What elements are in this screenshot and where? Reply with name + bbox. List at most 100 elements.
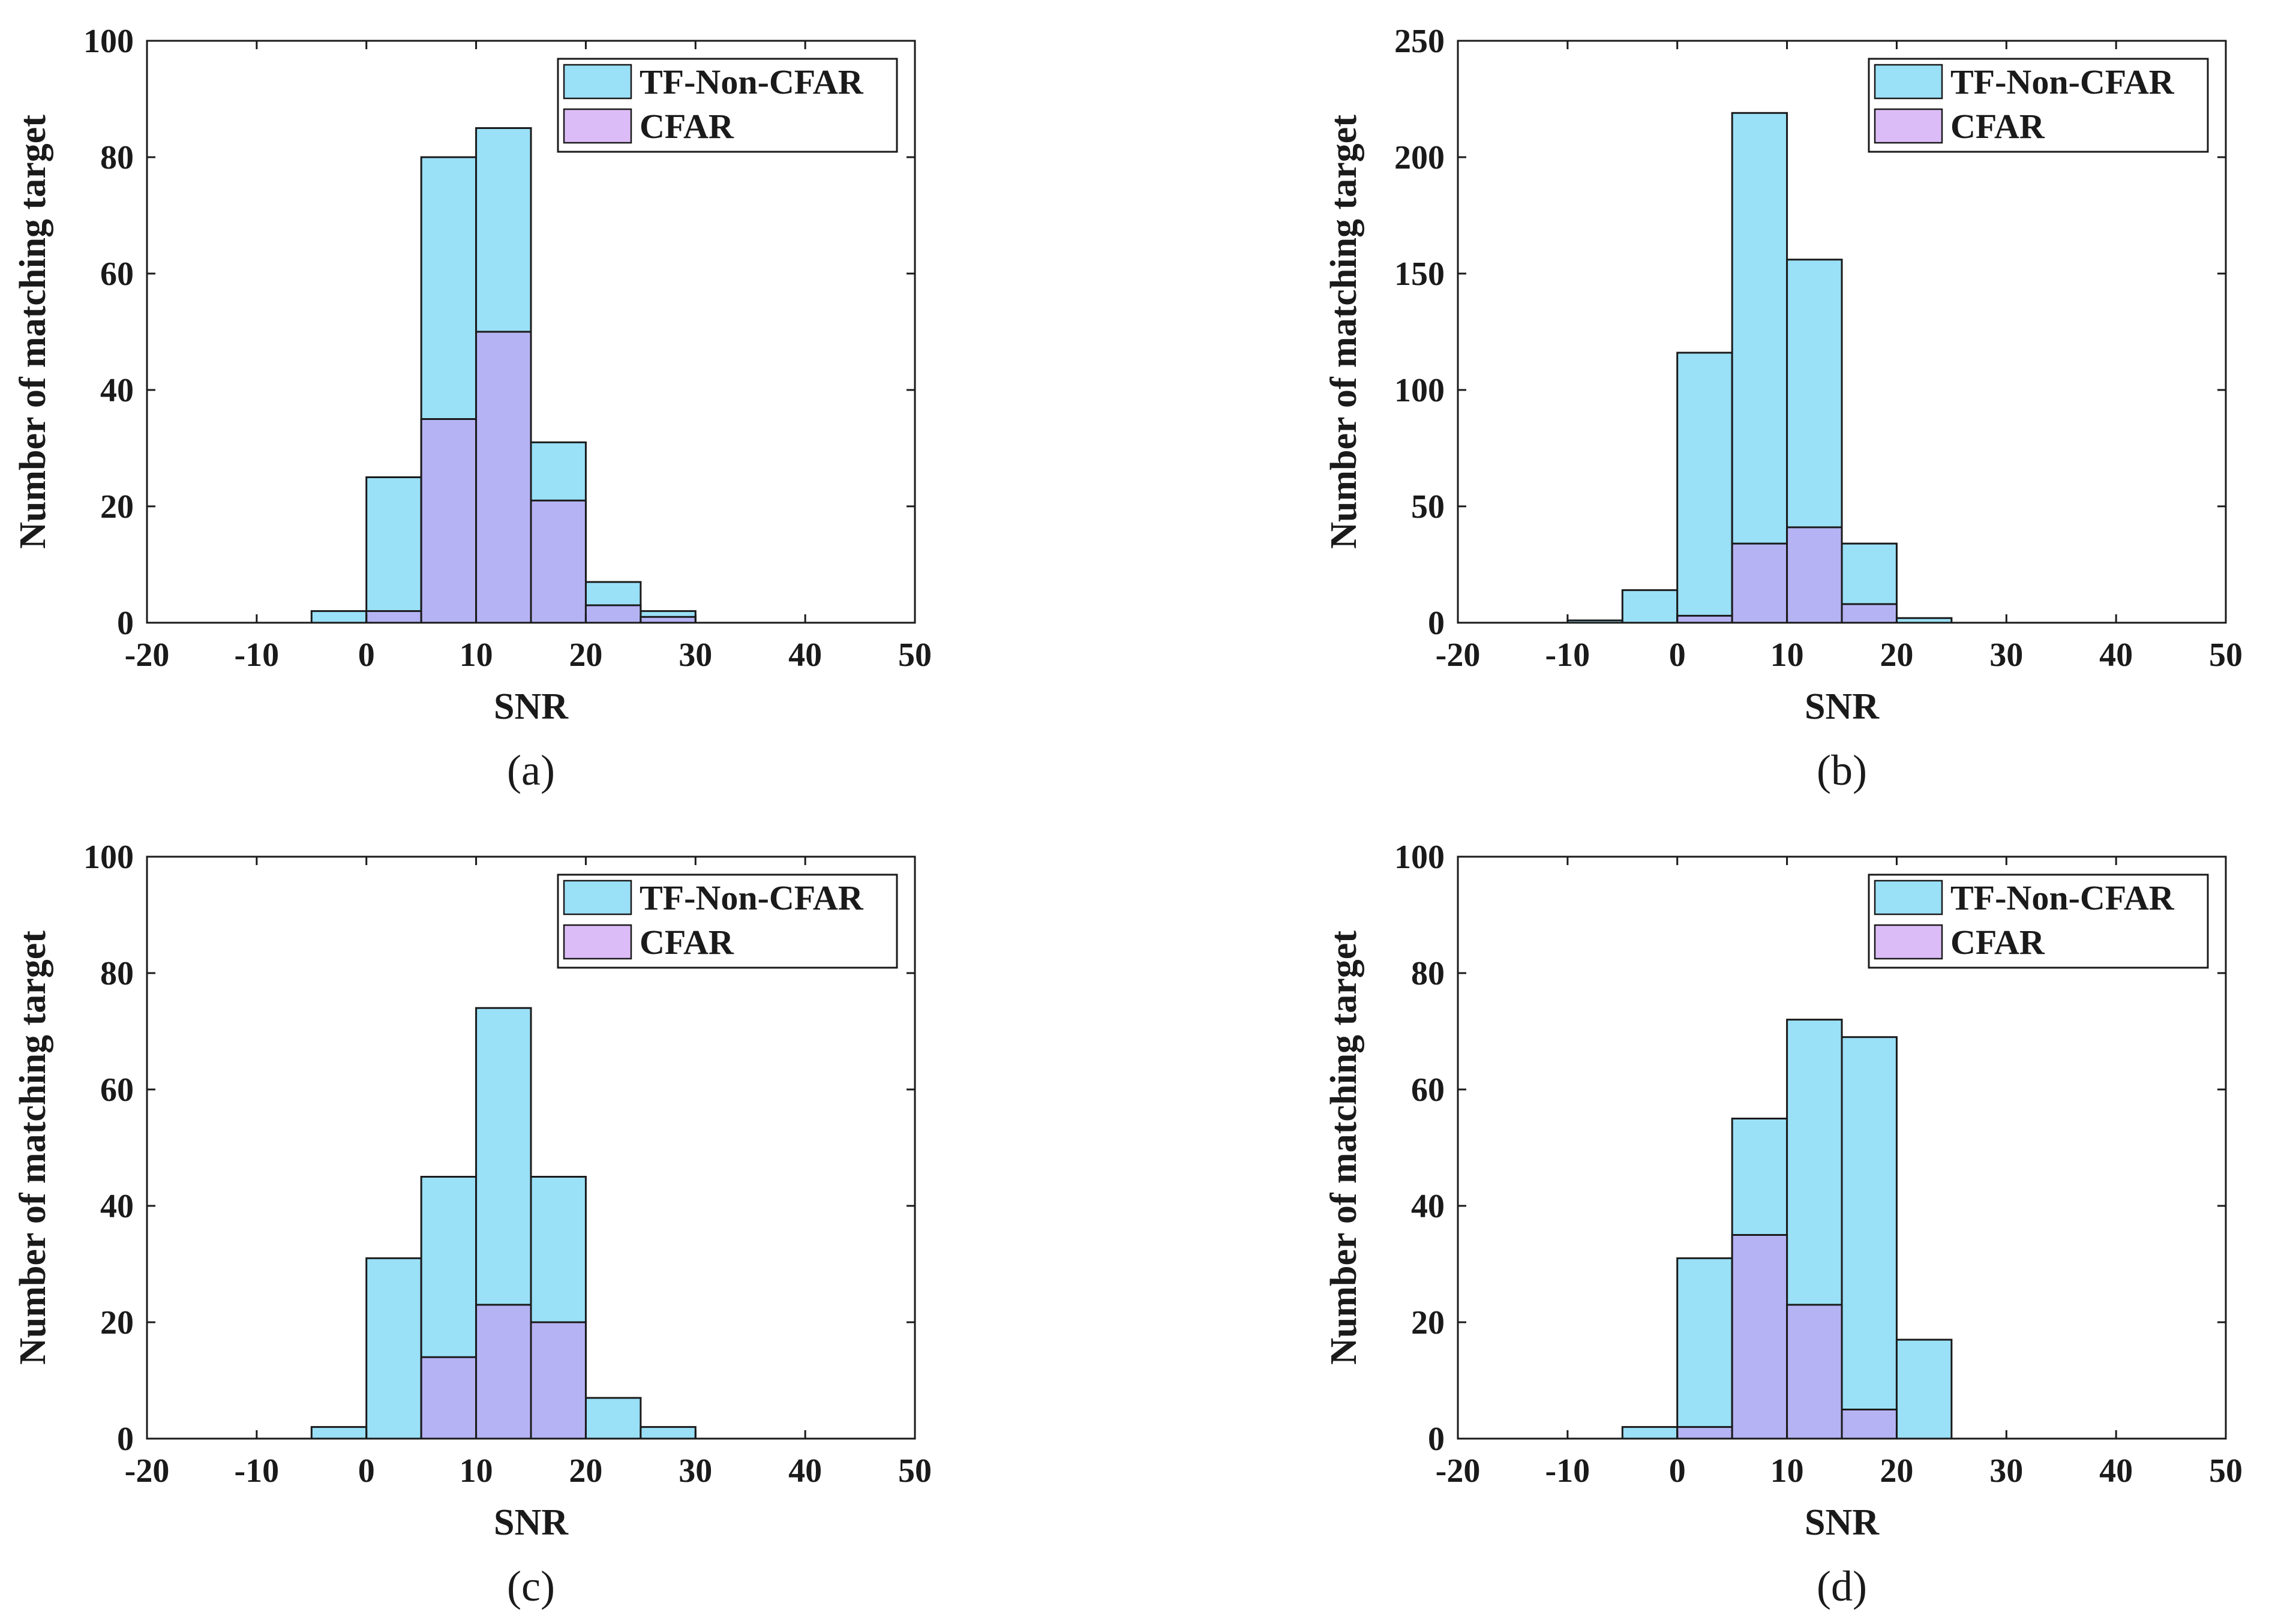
y-tick-label: 150	[1394, 256, 1445, 293]
x-tick-label: 40	[788, 1452, 822, 1490]
x-tick-label: 30	[1989, 637, 2023, 674]
histogram-panel-a: -20 -10 0 10 20 30 40 50 0 20 40 60 80 100 SNR Number o…	[13, 23, 932, 794]
legend-swatch	[563, 108, 632, 144]
panel-caption: (b)	[1817, 746, 1867, 794]
x-tick-label: 10	[1770, 1452, 1804, 1490]
cfar-bar	[1731, 1234, 1788, 1440]
x-tick-label: -20	[125, 1452, 170, 1490]
y-tick-label: 0	[117, 1421, 134, 1458]
cfar-bar	[365, 610, 422, 624]
x-tick-label: 40	[788, 637, 822, 674]
legend-entry: CFAR	[1950, 923, 2045, 962]
x-tick-label: -20	[1436, 1452, 1481, 1490]
cfar-bar	[1676, 614, 1733, 624]
axes-frame	[1457, 40, 2227, 624]
x-tick-label: 20	[569, 1452, 602, 1490]
x-axis-label: SNR	[494, 686, 569, 727]
cfar-bar	[420, 418, 478, 624]
y-tick-label: 50	[1411, 488, 1445, 526]
y-axis-label: Number of matching target	[13, 115, 53, 549]
y-tick-label: 60	[100, 256, 134, 293]
x-tick-label: 50	[2209, 1452, 2243, 1490]
legend-swatch	[563, 924, 632, 960]
x-tick-label: -10	[1545, 1452, 1590, 1490]
tf-non-cfar-bar	[1841, 1036, 1898, 1440]
y-tick-label: 20	[100, 488, 134, 526]
y-tick-label: 80	[1411, 955, 1445, 992]
y-tick-label: 100	[83, 23, 134, 60]
cfar-bar	[530, 499, 587, 624]
x-tick-label: 0	[1669, 637, 1686, 674]
axes-frame	[146, 855, 916, 1440]
x-tick-label: 0	[358, 1452, 375, 1490]
y-tick-label: 0	[1428, 1421, 1445, 1458]
y-tick-label: 60	[1411, 1071, 1445, 1109]
y-tick-label: 20	[1411, 1304, 1445, 1341]
tf-non-cfar-bar	[1621, 1426, 1679, 1440]
tf-non-cfar-bar	[1676, 1257, 1733, 1440]
y-tick-label: 80	[100, 139, 134, 176]
legend-swatch	[1874, 108, 1943, 144]
cfar-bar	[584, 604, 642, 624]
y-tick-label: 100	[1394, 839, 1445, 876]
panel-caption: (a)	[507, 746, 555, 794]
x-tick-label: -20	[125, 637, 170, 674]
x-axis-label: SNR	[1805, 1502, 1880, 1543]
legend-entry: TF-Non-CFAR	[640, 878, 864, 917]
y-tick-label: 250	[1394, 23, 1445, 60]
tf-non-cfar-bar	[640, 1426, 697, 1440]
legend-entry: TF-Non-CFAR	[1950, 878, 2175, 917]
tf-non-cfar-bar	[1676, 352, 1733, 624]
y-tick-label: 60	[100, 1071, 134, 1109]
x-tick-label: 20	[1880, 1452, 1913, 1490]
tf-non-cfar-bar	[1895, 1338, 1953, 1440]
y-tick-label: 20	[100, 1304, 134, 1341]
legend-entry: CFAR	[640, 107, 734, 146]
histogram-panel-c: -20 -10 0 10 20 30 40 50 0 20 40 60 80 100 SNR Number o…	[13, 839, 932, 1610]
cfar-bar	[1841, 1409, 1898, 1440]
y-tick-label: 100	[83, 839, 134, 876]
tf-non-cfar-bar	[310, 1426, 368, 1440]
panel-caption: (c)	[507, 1562, 555, 1610]
x-tick-label: -10	[1545, 637, 1590, 674]
cfar-bar	[1676, 1426, 1733, 1440]
cfar-bar	[1841, 603, 1898, 624]
x-axis-label: SNR	[494, 1502, 569, 1543]
histogram-panel-d: -20 -10 0 10 20 30 40 50 0 20 40 60 80 100 SNR Number o…	[1323, 839, 2243, 1610]
y-tick-label: 40	[100, 1188, 134, 1225]
cfar-bar	[1786, 526, 1843, 624]
y-axis-label: Number of matching target	[1323, 930, 1364, 1365]
y-tick-label: 40	[1411, 1188, 1445, 1225]
x-tick-label: -10	[235, 637, 280, 674]
legend-entry: CFAR	[640, 923, 734, 962]
cfar-bar	[1786, 1304, 1843, 1440]
x-tick-label: 50	[898, 637, 932, 674]
x-tick-label: 30	[679, 637, 712, 674]
cfar-bar	[530, 1321, 587, 1440]
x-tick-label: 0	[1669, 1452, 1686, 1490]
x-tick-label: -10	[235, 1452, 280, 1490]
x-tick-label: 10	[460, 637, 493, 674]
legend-entry: TF-Non-CFAR	[1950, 62, 2175, 101]
x-tick-label: 20	[1880, 637, 1913, 674]
x-axis-label: SNR	[1805, 686, 1880, 727]
cfar-bar	[475, 331, 532, 624]
y-tick-label: 40	[100, 372, 134, 409]
cfar-bar	[475, 1304, 532, 1440]
x-tick-label: 10	[460, 1452, 493, 1490]
cfar-bar	[420, 1356, 478, 1440]
x-tick-label: 50	[2209, 637, 2243, 674]
tf-non-cfar-bar	[310, 610, 368, 624]
x-tick-label: 40	[2099, 637, 2133, 674]
histogram-panel-b: -20 -10 0 10 20 30 40 50 0 50 100 150 200 250 SNR Numbe…	[1323, 23, 2243, 794]
cfar-bar	[1731, 542, 1788, 624]
legend-swatch	[1874, 879, 1943, 915]
x-tick-label: 50	[898, 1452, 932, 1490]
x-tick-label: 20	[569, 637, 602, 674]
y-tick-label: 100	[1394, 372, 1445, 409]
x-tick-label: 30	[1989, 1452, 2023, 1490]
y-tick-label: 0	[1428, 605, 1445, 642]
x-tick-label: 40	[2099, 1452, 2133, 1490]
axes-frame	[1457, 855, 2227, 1440]
